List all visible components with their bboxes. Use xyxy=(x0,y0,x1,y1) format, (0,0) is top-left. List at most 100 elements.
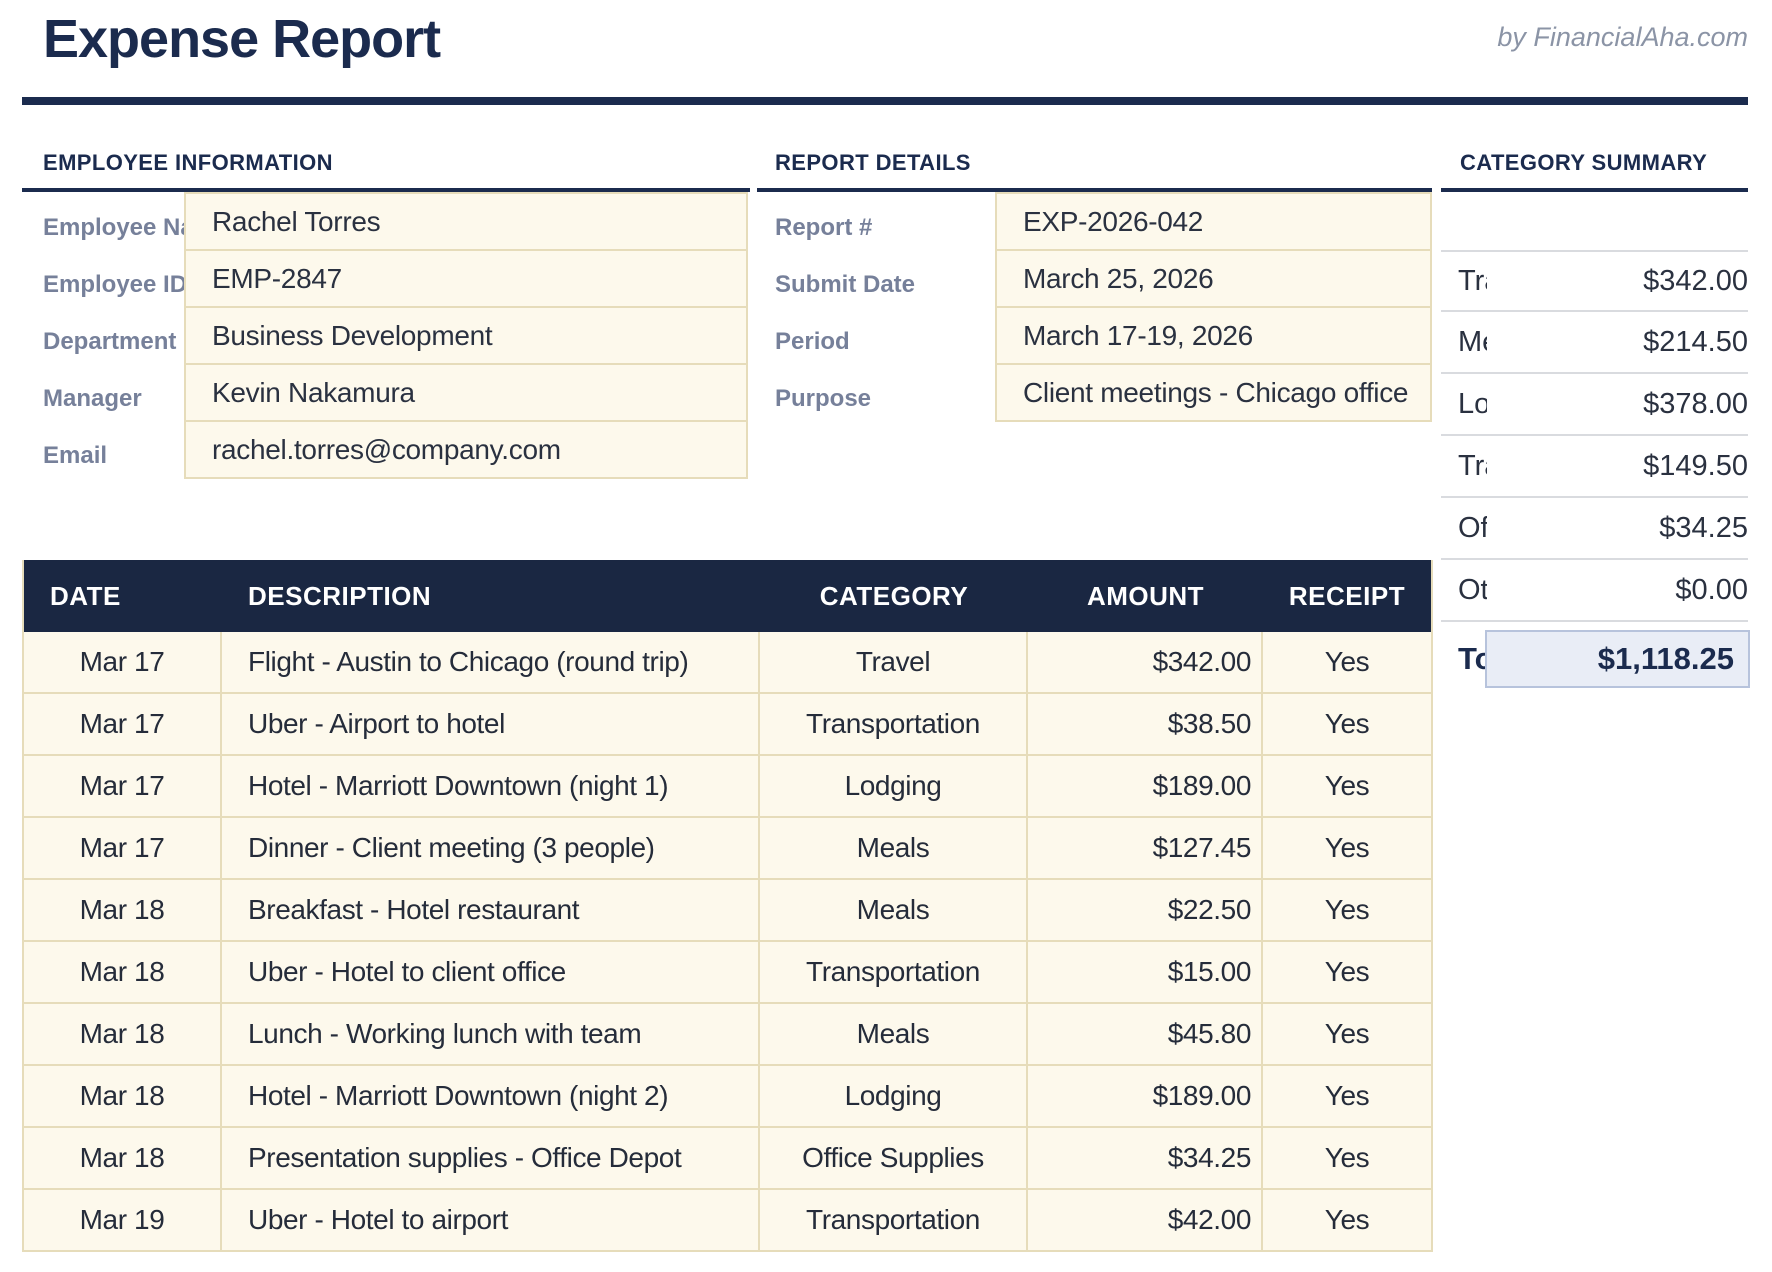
expense-table-header: DATE DESCRIPTION CATEGORY AMOUNT RECEIPT xyxy=(24,560,1431,632)
header-divider xyxy=(22,97,1748,105)
cell-amount[interactable]: $45.80 xyxy=(1028,1004,1263,1066)
summary-amount: $342.00 xyxy=(1643,265,1748,298)
cell-description[interactable]: Dinner - Client meeting (3 people) xyxy=(222,818,760,880)
cell-description[interactable]: Hotel - Marriott Downtown (night 2) xyxy=(222,1066,760,1128)
cell-description[interactable]: Uber - Hotel to client office xyxy=(222,942,760,1004)
report-number-field[interactable]: EXP-2026-042 xyxy=(995,192,1432,251)
cell-receipt[interactable]: Yes xyxy=(1263,1128,1431,1190)
employee-id-label: Employee ID xyxy=(43,249,191,306)
table-row: Mar 17 Hotel - Marriott Downtown (night … xyxy=(24,756,1431,818)
cell-category[interactable]: Lodging xyxy=(760,756,1028,818)
cell-amount[interactable]: $15.00 xyxy=(1028,942,1263,1004)
cell-category[interactable]: Meals xyxy=(760,818,1028,880)
cell-date[interactable]: Mar 17 xyxy=(24,756,222,818)
cell-category[interactable]: Transportation xyxy=(760,694,1028,756)
manager-value: Kevin Nakamura xyxy=(212,377,415,409)
period-label: Period xyxy=(775,306,985,363)
column-header-amount: AMOUNT xyxy=(1028,560,1263,632)
summary-row-travel: Travel $342.00 xyxy=(1441,250,1748,312)
department-value: Business Development xyxy=(212,320,492,352)
cell-description[interactable]: Breakfast - Hotel restaurant xyxy=(222,880,760,942)
cell-date[interactable]: Mar 17 xyxy=(24,694,222,756)
summary-amount: $214.50 xyxy=(1643,326,1748,359)
email-value: rachel.torres@company.com xyxy=(212,434,561,466)
manager-field[interactable]: Kevin Nakamura xyxy=(184,363,748,422)
report-details-heading: REPORT DETAILS xyxy=(775,150,971,176)
cell-date[interactable]: Mar 18 xyxy=(24,1128,222,1190)
cell-date[interactable]: Mar 18 xyxy=(24,880,222,942)
column-header-receipt: RECEIPT xyxy=(1263,560,1431,632)
cell-receipt[interactable]: Yes xyxy=(1263,756,1431,818)
cell-date[interactable]: Mar 18 xyxy=(24,1066,222,1128)
employee-name-value: Rachel Torres xyxy=(212,206,380,238)
summary-category-label: Office Supplies xyxy=(1458,512,1487,545)
cell-description[interactable]: Lunch - Working lunch with team xyxy=(222,1004,760,1066)
table-row: Mar 17 Dinner - Client meeting (3 people… xyxy=(24,818,1431,880)
cell-date[interactable]: Mar 17 xyxy=(24,632,222,694)
cell-description[interactable]: Presentation supplies - Office Depot xyxy=(222,1128,760,1190)
cell-category[interactable]: Transportation xyxy=(760,942,1028,1004)
cell-amount[interactable]: $34.25 xyxy=(1028,1128,1263,1190)
summary-total-box: $1,118.25 xyxy=(1485,630,1750,688)
email-field[interactable]: rachel.torres@company.com xyxy=(184,420,748,479)
expense-table: DATE DESCRIPTION CATEGORY AMOUNT RECEIPT… xyxy=(22,560,1433,1252)
cell-receipt[interactable]: Yes xyxy=(1263,818,1431,880)
cell-category[interactable]: Office Supplies xyxy=(760,1128,1028,1190)
cell-amount[interactable]: $22.50 xyxy=(1028,880,1263,942)
cell-receipt[interactable]: Yes xyxy=(1263,1190,1431,1252)
table-row: Mar 19 Uber - Hotel to airport Transport… xyxy=(24,1190,1431,1252)
cell-receipt[interactable]: Yes xyxy=(1263,942,1431,1004)
cell-description[interactable]: Uber - Hotel to airport xyxy=(222,1190,760,1252)
page-title: Expense Report xyxy=(43,8,440,70)
cell-category[interactable]: Meals xyxy=(760,1004,1028,1066)
summary-amount: $0.00 xyxy=(1675,574,1748,607)
cell-receipt[interactable]: Yes xyxy=(1263,632,1431,694)
summary-row-office-supplies: Office Supplies $34.25 xyxy=(1441,498,1748,560)
period-value: March 17-19, 2026 xyxy=(1023,320,1253,352)
cell-amount[interactable]: $189.00 xyxy=(1028,756,1263,818)
report-number-label: Report # xyxy=(775,192,985,249)
cell-description[interactable]: Hotel - Marriott Downtown (night 1) xyxy=(222,756,760,818)
cell-description[interactable]: Flight - Austin to Chicago (round trip) xyxy=(222,632,760,694)
cell-date[interactable]: Mar 17 xyxy=(24,818,222,880)
category-summary-panel: Travel $342.00 Meals $214.50 Lodging $37… xyxy=(1441,250,1748,622)
table-row: Mar 17 Uber - Airport to hotel Transport… xyxy=(24,694,1431,756)
submit-date-label: Submit Date xyxy=(775,249,985,306)
cell-amount[interactable]: $342.00 xyxy=(1028,632,1263,694)
cell-category[interactable]: Meals xyxy=(760,880,1028,942)
cell-date[interactable]: Mar 19 xyxy=(24,1190,222,1252)
cell-category[interactable]: Lodging xyxy=(760,1066,1028,1128)
cell-date[interactable]: Mar 18 xyxy=(24,1004,222,1066)
cell-category[interactable]: Travel xyxy=(760,632,1028,694)
category-summary-underline xyxy=(1441,188,1748,192)
cell-receipt[interactable]: Yes xyxy=(1263,1004,1431,1066)
summary-amount: $34.25 xyxy=(1659,512,1748,545)
period-field[interactable]: March 17-19, 2026 xyxy=(995,306,1432,365)
report-number-value: EXP-2026-042 xyxy=(1023,206,1203,238)
summary-row-transportation: Transportation $149.50 xyxy=(1441,436,1748,498)
column-header-category: CATEGORY xyxy=(760,560,1028,632)
employee-name-label: Employee Name xyxy=(43,192,191,249)
cell-receipt[interactable]: Yes xyxy=(1263,694,1431,756)
employee-id-field[interactable]: EMP-2847 xyxy=(184,249,748,308)
summary-category-label: Lodging xyxy=(1458,388,1487,421)
column-header-date: DATE xyxy=(24,560,222,632)
department-field[interactable]: Business Development xyxy=(184,306,748,365)
employee-name-field[interactable]: Rachel Torres xyxy=(184,192,748,251)
cell-amount[interactable]: $189.00 xyxy=(1028,1066,1263,1128)
summary-category-label: Travel xyxy=(1458,265,1487,298)
cell-receipt[interactable]: Yes xyxy=(1263,880,1431,942)
purpose-field[interactable]: Client meetings - Chicago office xyxy=(995,363,1432,422)
cell-category[interactable]: Transportation xyxy=(760,1190,1028,1252)
cell-date[interactable]: Mar 18 xyxy=(24,942,222,1004)
submit-date-value: March 25, 2026 xyxy=(1023,263,1213,295)
cell-amount[interactable]: $127.45 xyxy=(1028,818,1263,880)
purpose-label: Purpose xyxy=(775,363,985,420)
submit-date-field[interactable]: March 25, 2026 xyxy=(995,249,1432,308)
cell-amount[interactable]: $42.00 xyxy=(1028,1190,1263,1252)
table-row: Mar 18 Lunch - Working lunch with team M… xyxy=(24,1004,1431,1066)
cell-receipt[interactable]: Yes xyxy=(1263,1066,1431,1128)
cell-amount[interactable]: $38.50 xyxy=(1028,694,1263,756)
summary-amount: $149.50 xyxy=(1643,450,1748,483)
cell-description[interactable]: Uber - Airport to hotel xyxy=(222,694,760,756)
